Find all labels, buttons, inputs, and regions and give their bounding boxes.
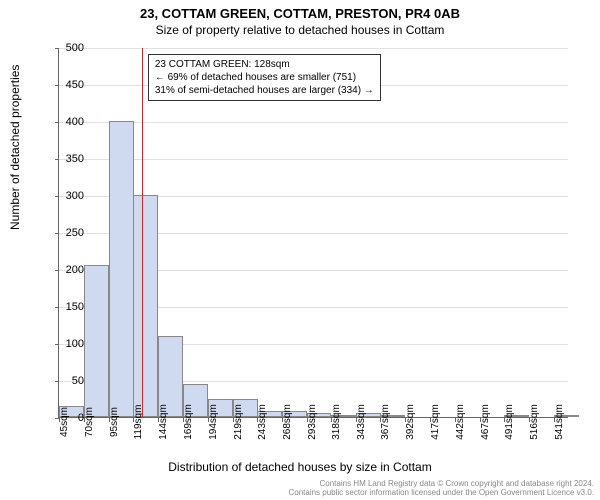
annotation-line: ← 69% of detached houses are smaller (75… (155, 71, 374, 84)
property-marker-line (142, 48, 143, 418)
xtick-label: 194sqm (208, 404, 219, 440)
ytick-label: 500 (54, 42, 84, 54)
annotation-line: 31% of semi-detached houses are larger (… (155, 84, 374, 97)
ytick-label: 0 (54, 412, 84, 424)
annotation-line: 23 COTTAM GREEN: 128sqm (155, 58, 374, 71)
ytick-label: 200 (54, 264, 84, 276)
footer-line-1: Contains HM Land Registry data © Crown c… (288, 479, 594, 489)
xtick-label: 516sqm (529, 404, 540, 440)
gridline (59, 48, 568, 49)
annotation-box: 23 COTTAM GREEN: 128sqm← 69% of detached… (148, 54, 381, 101)
ytick-label: 300 (54, 190, 84, 202)
footer-attribution: Contains HM Land Registry data © Crown c… (288, 479, 594, 498)
histogram-bar (133, 195, 158, 417)
ytick-label: 100 (54, 338, 84, 350)
y-axis-label: Number of detached properties (8, 65, 22, 230)
histogram-bar (84, 265, 109, 417)
xtick-label: 293sqm (307, 404, 318, 440)
xtick-label: 95sqm (109, 407, 120, 437)
footer-line-2: Contains public sector information licen… (288, 488, 594, 498)
ytick-label: 250 (54, 227, 84, 239)
xtick-label: 243sqm (257, 404, 268, 440)
xtick-label: 318sqm (331, 404, 342, 440)
xtick-label: 219sqm (233, 404, 244, 440)
plot-region: 45sqm70sqm95sqm119sqm144sqm169sqm194sqm2… (58, 48, 568, 418)
gridline (59, 159, 568, 160)
xtick-label: 541sqm (554, 404, 565, 440)
xtick-label: 392sqm (405, 404, 416, 440)
xtick-label: 169sqm (183, 404, 194, 440)
xtick-label: 268sqm (282, 404, 293, 440)
xtick-label: 70sqm (84, 407, 95, 437)
ytick-label: 450 (54, 79, 84, 91)
xtick-label: 417sqm (430, 404, 441, 440)
ytick-label: 50 (54, 375, 84, 387)
ytick-label: 150 (54, 301, 84, 313)
xtick-label: 491sqm (504, 404, 515, 440)
xtick-label: 343sqm (356, 404, 367, 440)
ytick-label: 350 (54, 153, 84, 165)
xtick-label: 144sqm (158, 404, 169, 440)
xtick-label: 442sqm (455, 404, 466, 440)
xtick-label: 467sqm (480, 404, 491, 440)
chart-title: 23, COTTAM GREEN, COTTAM, PRESTON, PR4 0… (0, 0, 600, 21)
histogram-bar (109, 121, 134, 417)
ytick-label: 400 (54, 116, 84, 128)
x-axis-label: Distribution of detached houses by size … (0, 460, 600, 474)
chart-subtitle: Size of property relative to detached ho… (0, 21, 600, 41)
chart-area: 45sqm70sqm95sqm119sqm144sqm169sqm194sqm2… (58, 48, 568, 418)
xtick-label: 367sqm (380, 404, 391, 440)
gridline (59, 122, 568, 123)
